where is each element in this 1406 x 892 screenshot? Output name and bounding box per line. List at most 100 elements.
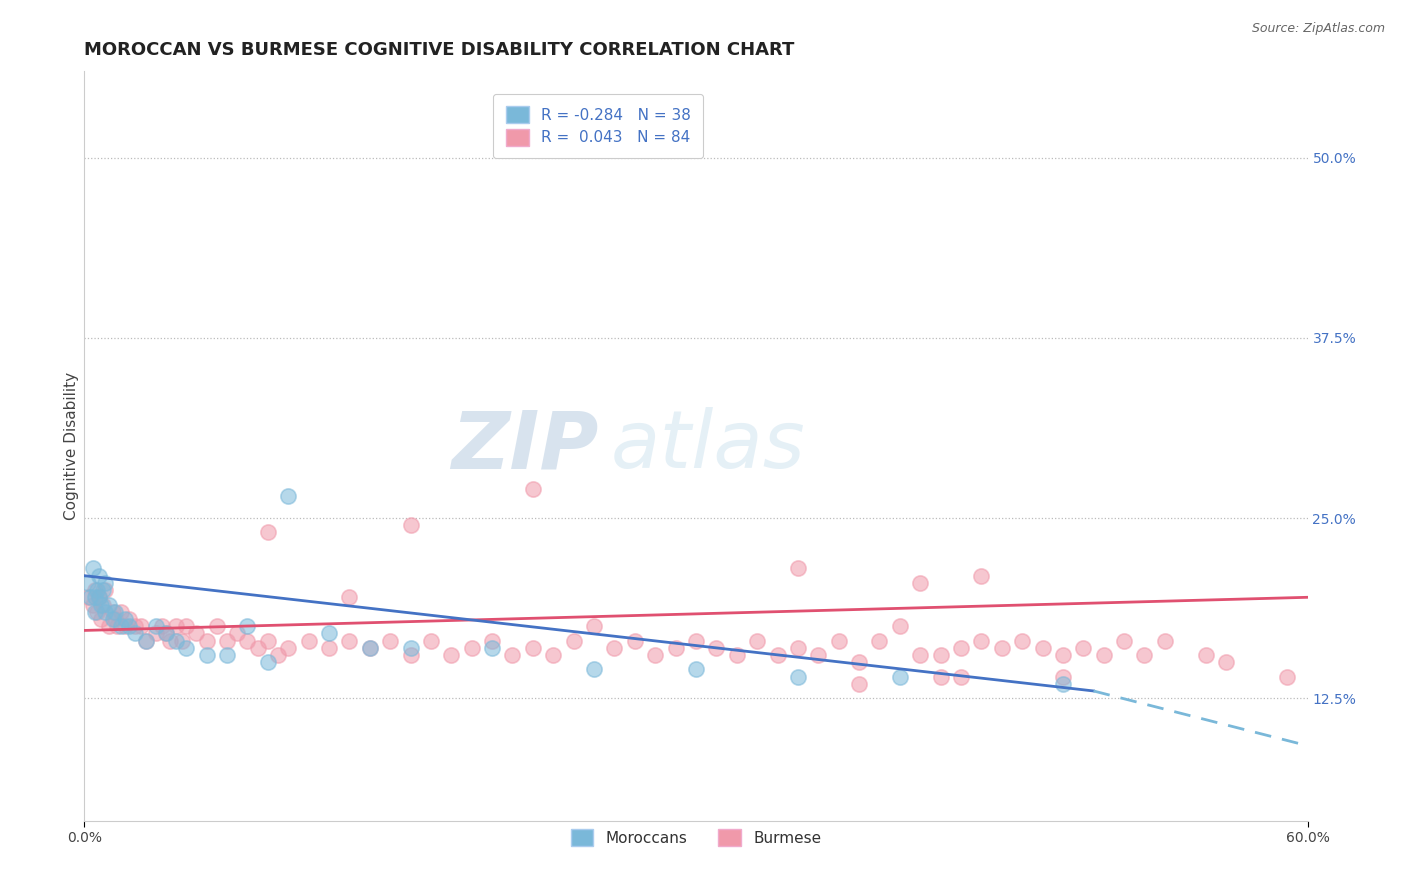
- Point: [848, 655, 870, 669]
- Point: [807, 648, 830, 662]
- Point: [165, 633, 187, 648]
- Point: [970, 568, 993, 582]
- Point: [77, 591, 100, 605]
- Point: [1154, 633, 1177, 648]
- Point: [135, 633, 157, 648]
- Point: [118, 612, 141, 626]
- Point: [236, 633, 259, 648]
- Point: [93, 575, 115, 590]
- Text: MOROCCAN VS BURMESE COGNITIVE DISABILITY CORRELATION CHART: MOROCCAN VS BURMESE COGNITIVE DISABILITY…: [84, 41, 794, 59]
- Point: [257, 655, 280, 669]
- Point: [91, 583, 114, 598]
- Point: [1277, 669, 1299, 683]
- Point: [118, 619, 141, 633]
- Point: [747, 633, 769, 648]
- Point: [1133, 648, 1156, 662]
- Point: [950, 640, 973, 655]
- Point: [828, 633, 851, 648]
- Point: [502, 648, 524, 662]
- Point: [205, 619, 228, 633]
- Point: [226, 626, 249, 640]
- Point: [195, 633, 218, 648]
- Point: [195, 648, 218, 662]
- Point: [1195, 648, 1218, 662]
- Point: [82, 598, 104, 612]
- Point: [87, 591, 110, 605]
- Point: [90, 598, 112, 612]
- Point: [104, 605, 127, 619]
- Point: [86, 605, 108, 619]
- Point: [583, 619, 606, 633]
- Y-axis label: Cognitive Disability: Cognitive Disability: [63, 372, 79, 520]
- Point: [359, 640, 381, 655]
- Point: [186, 626, 208, 640]
- Point: [87, 568, 110, 582]
- Point: [644, 648, 666, 662]
- Point: [1032, 640, 1054, 655]
- Point: [86, 583, 108, 598]
- Point: [87, 591, 110, 605]
- Point: [97, 598, 120, 612]
- Point: [298, 633, 321, 648]
- Point: [124, 619, 146, 633]
- Point: [787, 669, 810, 683]
- Point: [131, 619, 153, 633]
- Point: [685, 662, 707, 676]
- Point: [174, 640, 197, 655]
- Point: [481, 640, 503, 655]
- Point: [318, 626, 340, 640]
- Point: [90, 612, 112, 626]
- Point: [159, 633, 181, 648]
- Point: [318, 640, 340, 655]
- Point: [869, 633, 891, 648]
- Point: [236, 619, 259, 633]
- Point: [217, 633, 239, 648]
- Point: [217, 648, 239, 662]
- Point: [522, 482, 544, 496]
- Point: [787, 640, 810, 655]
- Point: [543, 648, 565, 662]
- Point: [562, 633, 585, 648]
- Point: [174, 619, 197, 633]
- Point: [145, 626, 167, 640]
- Point: [1011, 633, 1033, 648]
- Point: [522, 640, 544, 655]
- Point: [665, 640, 688, 655]
- Point: [766, 648, 789, 662]
- Point: [93, 583, 115, 598]
- Point: [257, 633, 280, 648]
- Point: [706, 640, 728, 655]
- Point: [82, 561, 104, 575]
- Point: [1092, 648, 1115, 662]
- Point: [1052, 669, 1074, 683]
- Point: [165, 619, 187, 633]
- Point: [339, 591, 361, 605]
- Point: [399, 640, 422, 655]
- Point: [461, 640, 484, 655]
- Point: [399, 518, 422, 533]
- Point: [1215, 655, 1237, 669]
- Point: [725, 648, 748, 662]
- Point: [172, 633, 194, 648]
- Point: [950, 669, 973, 683]
- Point: [77, 575, 100, 590]
- Point: [910, 575, 932, 590]
- Point: [150, 619, 173, 633]
- Point: [440, 648, 463, 662]
- Point: [420, 633, 443, 648]
- Point: [481, 633, 503, 648]
- Text: atlas: atlas: [610, 407, 806, 485]
- Point: [1052, 677, 1074, 691]
- Point: [267, 648, 290, 662]
- Point: [110, 619, 132, 633]
- Point: [155, 626, 177, 640]
- Point: [991, 640, 1014, 655]
- Point: [101, 605, 124, 619]
- Point: [104, 612, 127, 626]
- Point: [110, 605, 132, 619]
- Point: [257, 525, 280, 540]
- Point: [380, 633, 402, 648]
- Point: [93, 605, 115, 619]
- Point: [603, 640, 626, 655]
- Point: [1052, 648, 1074, 662]
